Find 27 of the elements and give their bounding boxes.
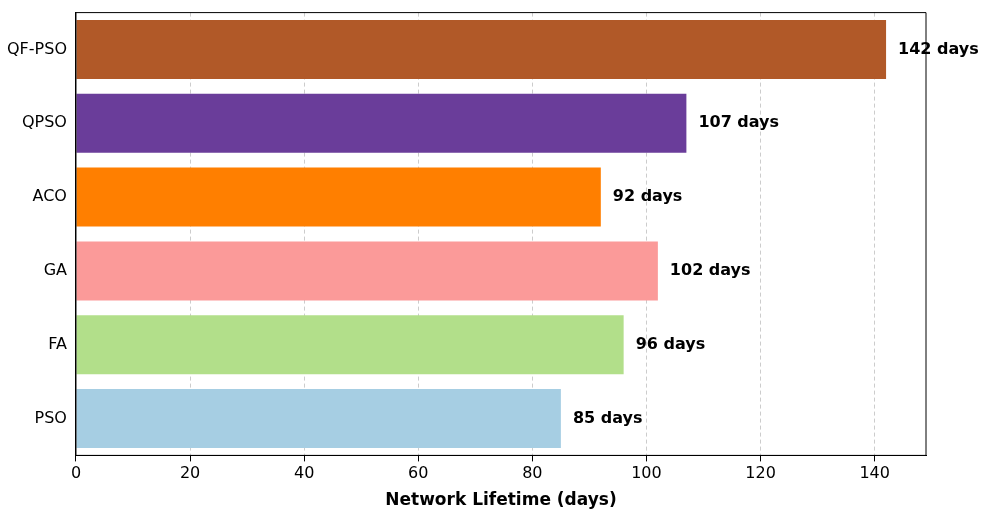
data-label: 85 days: [572, 407, 643, 427]
data-label: 102 days: [669, 260, 751, 280]
x-tick-label: 40: [293, 463, 315, 483]
x-tick-label: 20: [179, 463, 201, 483]
bar: [76, 93, 687, 153]
y-tick-label: ACO: [32, 186, 67, 206]
y-tick-label: FA: [48, 333, 68, 353]
bar: [76, 388, 561, 449]
y-tick-label: PSO: [34, 407, 67, 427]
bar: [76, 241, 658, 301]
data-label: 96 days: [635, 333, 706, 353]
bar: [76, 19, 887, 80]
x-tick-label: 80: [522, 463, 543, 483]
y-tick-label: QPSO: [21, 112, 67, 132]
x-tick-label: 140: [859, 463, 890, 483]
data-label: 92 days: [612, 186, 683, 206]
bar: [76, 315, 624, 375]
bar: [76, 167, 601, 227]
x-tick-label: 120: [745, 463, 776, 483]
data-label: 142 days: [898, 38, 979, 58]
y-tick-label: GA: [43, 260, 68, 280]
x-axis-title: Network Lifetime (days): [385, 489, 617, 510]
x-tick-label: 0: [70, 463, 82, 483]
y-tick-label: QF-PSO: [7, 38, 67, 58]
data-label: 107 days: [698, 112, 780, 132]
x-tick-label: 60: [408, 463, 429, 483]
x-tick-label: 100: [631, 463, 662, 483]
